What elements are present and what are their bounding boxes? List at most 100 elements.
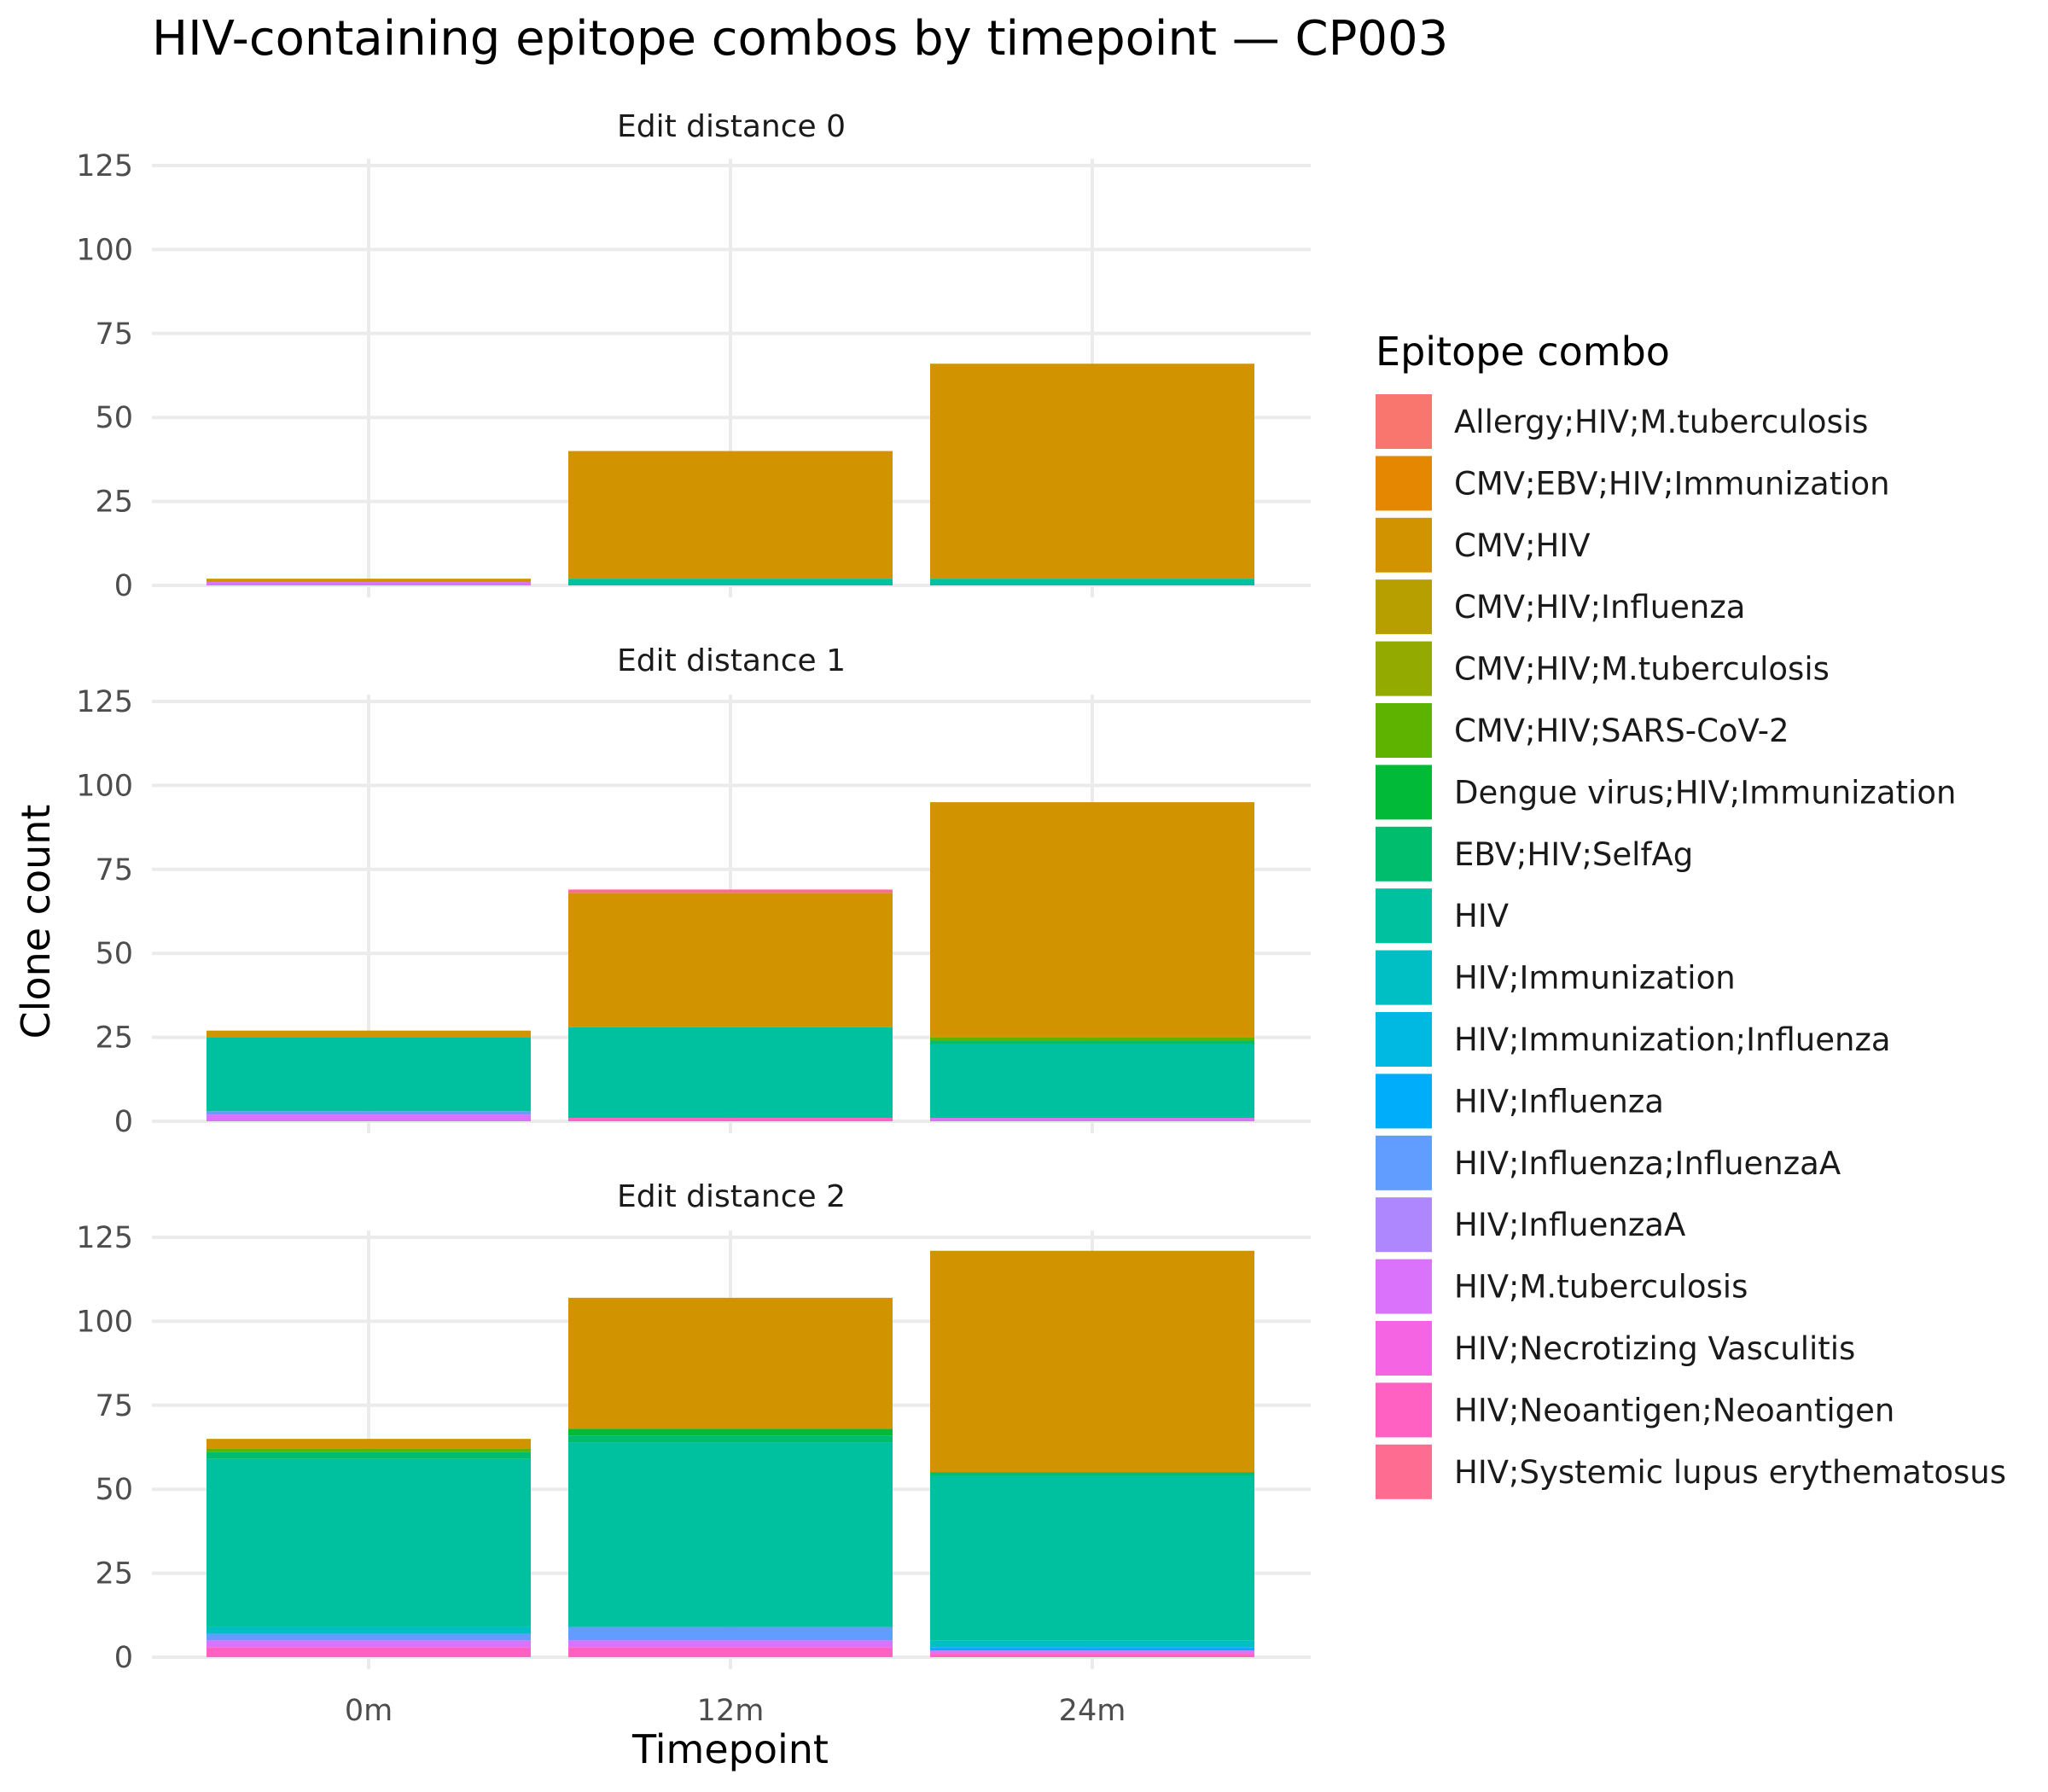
legend: Epitope combo Allergy;HIV;M.tuberculosis… bbox=[1376, 329, 2006, 1499]
bar-segment bbox=[568, 1297, 893, 1429]
bar-segment bbox=[207, 1111, 531, 1115]
bar-segment bbox=[930, 1250, 1254, 1473]
bar-segment bbox=[207, 1439, 531, 1449]
facet-panel-1: Edit distance 1 0 25 50 75 100 125 bbox=[76, 643, 1311, 1139]
y-axis-title: Clone count bbox=[13, 805, 59, 1039]
y-tick-label: 100 bbox=[76, 769, 133, 803]
legend-swatch bbox=[1376, 950, 1432, 1005]
legend-label: HIV;InfluenzaA bbox=[1454, 1207, 1685, 1243]
y-tick-label: 100 bbox=[76, 1305, 133, 1339]
y-tick-label: 50 bbox=[95, 1473, 133, 1507]
legend-label: HIV;Influenza bbox=[1454, 1083, 1664, 1120]
bar-segment bbox=[568, 1435, 893, 1443]
legend-item: HIV bbox=[1376, 888, 1509, 944]
legend-label: HIV;Neoantigen;Neoantigen bbox=[1454, 1392, 1894, 1428]
y-tick-label: 125 bbox=[76, 685, 133, 719]
y-tick-label: 0 bbox=[114, 1641, 133, 1675]
legend-item: HIV;Systemic lupus erythematosus bbox=[1376, 1444, 2006, 1499]
legend-swatch bbox=[1376, 1012, 1432, 1067]
bar-segment bbox=[930, 1040, 1254, 1044]
legend-item: HIV;Immunization bbox=[1376, 950, 1736, 1005]
legend-swatch bbox=[1376, 1444, 1432, 1499]
legend-label: CMV;EBV;HIV;Immunization bbox=[1454, 465, 1890, 502]
bar-segment bbox=[930, 579, 1254, 585]
y-tick-label: 50 bbox=[95, 401, 133, 435]
bar-segment bbox=[207, 579, 531, 583]
legend-swatch bbox=[1376, 394, 1432, 449]
bar-segment bbox=[207, 1114, 531, 1121]
bar-segment bbox=[930, 364, 1254, 579]
legend-label: HIV;M.tuberculosis bbox=[1454, 1269, 1748, 1306]
bar-segment bbox=[207, 1647, 531, 1657]
legend-item: CMV;HIV;Influenza bbox=[1376, 579, 1745, 635]
legend-label: HIV;Immunization;Influenza bbox=[1454, 1021, 1891, 1058]
legend-swatch bbox=[1376, 703, 1432, 758]
bar-segment bbox=[568, 1027, 893, 1119]
bar-segment bbox=[207, 1448, 531, 1452]
legend-label: Allergy;HIV;M.tuberculosis bbox=[1454, 404, 1868, 440]
legend-swatch bbox=[1376, 579, 1432, 635]
bar-segment bbox=[568, 1647, 893, 1657]
y-tick-label: 75 bbox=[95, 317, 133, 352]
legend-swatch bbox=[1376, 1321, 1432, 1376]
y-tick-label: 25 bbox=[95, 486, 133, 520]
legend-item: HIV;Necrotizing Vasculitis bbox=[1376, 1321, 1855, 1376]
bar-segment bbox=[568, 889, 893, 893]
legend-label: CMV;HIV;SARS-CoV-2 bbox=[1454, 713, 1789, 749]
bar-segment bbox=[930, 1640, 1254, 1648]
legend-label: CMV;HIV;M.tuberculosis bbox=[1454, 651, 1830, 688]
bar-segment bbox=[568, 1118, 893, 1121]
legend-item: HIV;Influenza;InfluenzaA bbox=[1376, 1135, 1841, 1190]
bar-segment bbox=[930, 1650, 1254, 1655]
bar-segment bbox=[207, 1037, 531, 1112]
y-tick-label: 75 bbox=[95, 1389, 133, 1423]
bar-segment bbox=[207, 1458, 531, 1627]
chart-title: HIV-containing epitope combos by timepoi… bbox=[152, 11, 1448, 67]
bar-segment bbox=[930, 1475, 1254, 1641]
bar-segment bbox=[930, 802, 1254, 1038]
bar-segment bbox=[568, 1640, 893, 1648]
legend-swatch bbox=[1376, 517, 1432, 573]
bar-segment bbox=[207, 1626, 531, 1634]
legend-label: CMV;HIV bbox=[1454, 527, 1591, 564]
bar-segment bbox=[207, 1452, 531, 1459]
legend-item: EBV;HIV;SelfAg bbox=[1376, 826, 1693, 881]
y-tick-label: 125 bbox=[76, 149, 133, 183]
legend-swatch bbox=[1376, 765, 1432, 820]
y-tick-label: 75 bbox=[95, 853, 133, 887]
legend-item: HIV;Influenza bbox=[1376, 1073, 1664, 1129]
bar-segment bbox=[930, 1647, 1254, 1651]
y-tick-label: 100 bbox=[76, 233, 133, 267]
bar-segment bbox=[568, 893, 893, 1027]
x-axis: 0m 12m 24m bbox=[345, 1694, 1126, 1728]
facet-strip-label: Edit distance 2 bbox=[617, 1179, 846, 1214]
legend-item: HIV;M.tuberculosis bbox=[1376, 1259, 1748, 1314]
bar-segment bbox=[930, 1118, 1254, 1121]
x-tick-label: 0m bbox=[345, 1694, 393, 1728]
legend-swatch bbox=[1376, 1073, 1432, 1129]
bar-segment bbox=[568, 1428, 893, 1436]
legend-label: HIV;Necrotizing Vasculitis bbox=[1454, 1330, 1855, 1367]
bar-segment bbox=[930, 1037, 1254, 1041]
legend-label: HIV;Systemic lupus erythematosus bbox=[1454, 1454, 2006, 1491]
legend-item: HIV;Immunization;Influenza bbox=[1376, 1012, 1891, 1067]
legend-swatch bbox=[1376, 456, 1432, 511]
legend-label: Dengue virus;HIV;Immunization bbox=[1454, 774, 1956, 811]
legend-label: EBV;HIV;SelfAg bbox=[1454, 836, 1693, 873]
bar-segment bbox=[568, 451, 893, 579]
y-tick-label: 0 bbox=[114, 569, 133, 603]
legend-item: CMV;HIV;SARS-CoV-2 bbox=[1376, 703, 1789, 758]
y-tick-label: 0 bbox=[114, 1105, 133, 1139]
legend-item: CMV;EBV;HIV;Immunization bbox=[1376, 456, 1890, 511]
legend-item: CMV;HIV;M.tuberculosis bbox=[1376, 641, 1830, 696]
y-tick-label: 50 bbox=[95, 937, 133, 971]
legend-label: HIV;Influenza;InfluenzaA bbox=[1454, 1145, 1841, 1182]
facet-panel-2: Edit distance 2 0 25 50 75 100 125 bbox=[76, 1179, 1311, 1675]
legend-item: Dengue virus;HIV;Immunization bbox=[1376, 765, 1956, 820]
legend-item: HIV;InfluenzaA bbox=[1376, 1197, 1685, 1253]
legend-item: HIV;Neoantigen;Neoantigen bbox=[1376, 1382, 1894, 1438]
legend-swatch bbox=[1376, 826, 1432, 881]
bar-segment bbox=[207, 1030, 531, 1038]
